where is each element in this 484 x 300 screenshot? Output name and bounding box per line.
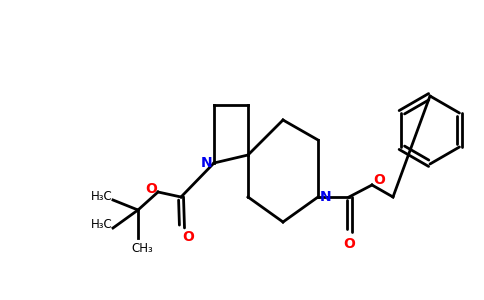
Text: O: O	[145, 182, 157, 196]
Text: N: N	[320, 190, 332, 204]
Text: H₃C: H₃C	[91, 218, 113, 232]
Text: O: O	[343, 237, 355, 251]
Text: H₃C: H₃C	[91, 190, 113, 203]
Text: O: O	[182, 230, 194, 244]
Text: O: O	[373, 173, 385, 187]
Text: CH₃: CH₃	[131, 242, 153, 256]
Text: N: N	[201, 156, 213, 170]
